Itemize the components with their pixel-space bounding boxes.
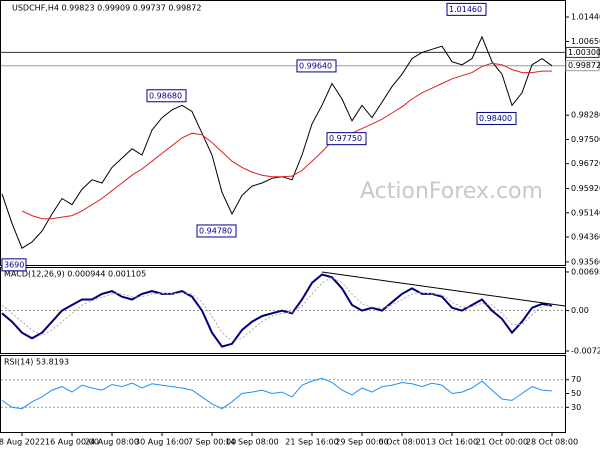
annotation-box bbox=[446, 2, 487, 16]
x-tick-label: 8 Aug 2022 bbox=[0, 438, 45, 447]
y-tick-label: 30 bbox=[571, 403, 581, 412]
level-label: 0.99872 bbox=[568, 61, 600, 70]
annotation-box bbox=[326, 132, 367, 146]
x-tick-label: 7 Sep 00:00 bbox=[188, 438, 236, 447]
series-line bbox=[1, 276, 553, 342]
series-line bbox=[1, 377, 553, 410]
x-tick-label: 16 Aug 00:00 bbox=[45, 438, 99, 447]
x-tick-label: 13 Oct 16:00 bbox=[426, 438, 478, 447]
y-tick-label: -0.007294 bbox=[571, 347, 600, 356]
annotation-box bbox=[476, 111, 517, 125]
rsi-frame bbox=[0, 355, 566, 433]
watermark: ActionForex.com bbox=[360, 179, 543, 204]
level-label: 1.00300 bbox=[568, 48, 600, 57]
series-line bbox=[1, 35, 553, 249]
macd-title: MACD(12,26,9) 0.000944 0.001105 bbox=[4, 270, 146, 279]
x-tick-label: 28 Oct 08:00 bbox=[526, 438, 578, 447]
annotation-box bbox=[296, 59, 337, 73]
annotation-box bbox=[196, 224, 237, 238]
level-box bbox=[565, 60, 600, 72]
y-tick-label: 70 bbox=[571, 375, 581, 384]
y-tick-label: 1.01440 bbox=[571, 12, 600, 21]
annotation-label: 1.01460 bbox=[449, 5, 482, 14]
annotation-label: 0.99640 bbox=[299, 61, 332, 70]
y-tick-label: 0.00 bbox=[571, 306, 589, 315]
y-tick-label: 0.93560 bbox=[571, 257, 600, 266]
annotation-label: 0.97750 bbox=[329, 134, 362, 143]
x-tick-label: 14 Sep 08:00 bbox=[225, 438, 278, 447]
x-tick-label: 6 Oct 08:00 bbox=[378, 438, 425, 447]
annotation-box bbox=[146, 89, 187, 103]
trend-line bbox=[321, 271, 566, 307]
series-line bbox=[21, 62, 552, 220]
x-tick-label: 24 Aug 08:00 bbox=[85, 438, 139, 447]
rsi-title: RSI(14) 53.8193 bbox=[4, 358, 69, 367]
annotation-label: 0.94780 bbox=[199, 226, 232, 235]
main-frame bbox=[0, 0, 566, 266]
annotation-label: 0.98680 bbox=[149, 91, 182, 100]
x-tick-label: 29 Sep 00:00 bbox=[335, 438, 388, 447]
annotation-label: 3690 bbox=[4, 260, 24, 269]
y-tick-label: 50 bbox=[571, 389, 581, 398]
chart-title: USDCHF,H4 0.99823 0.99909 0.99737 0.9987… bbox=[12, 4, 201, 13]
series-line bbox=[1, 273, 553, 348]
y-tick-label: 0.006954 bbox=[571, 267, 600, 276]
x-tick-label: 21 Oct 00:00 bbox=[476, 438, 528, 447]
level-box bbox=[565, 46, 600, 58]
x-tick-label: 30 Aug 16:00 bbox=[135, 438, 189, 447]
annotation-label: 0.98400 bbox=[479, 114, 512, 123]
annotation-box bbox=[1, 258, 27, 272]
x-tick-label: 21 Sep 16:00 bbox=[285, 438, 338, 447]
